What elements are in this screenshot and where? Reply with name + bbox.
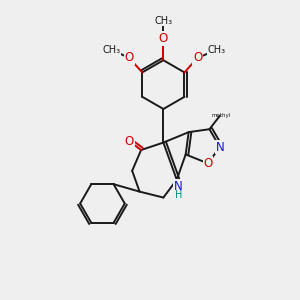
Text: O: O [193, 51, 202, 64]
Text: methyl: methyl [212, 113, 231, 118]
Text: O: O [159, 32, 168, 45]
Text: CH₃: CH₃ [208, 45, 226, 56]
Text: CH₃: CH₃ [154, 16, 172, 26]
Text: H: H [175, 190, 182, 200]
Text: CH₃: CH₃ [102, 45, 120, 56]
Text: O: O [203, 157, 213, 170]
Text: N: N [215, 140, 224, 154]
Text: N: N [174, 180, 183, 193]
Text: O: O [124, 51, 134, 64]
Text: O: O [124, 135, 134, 148]
